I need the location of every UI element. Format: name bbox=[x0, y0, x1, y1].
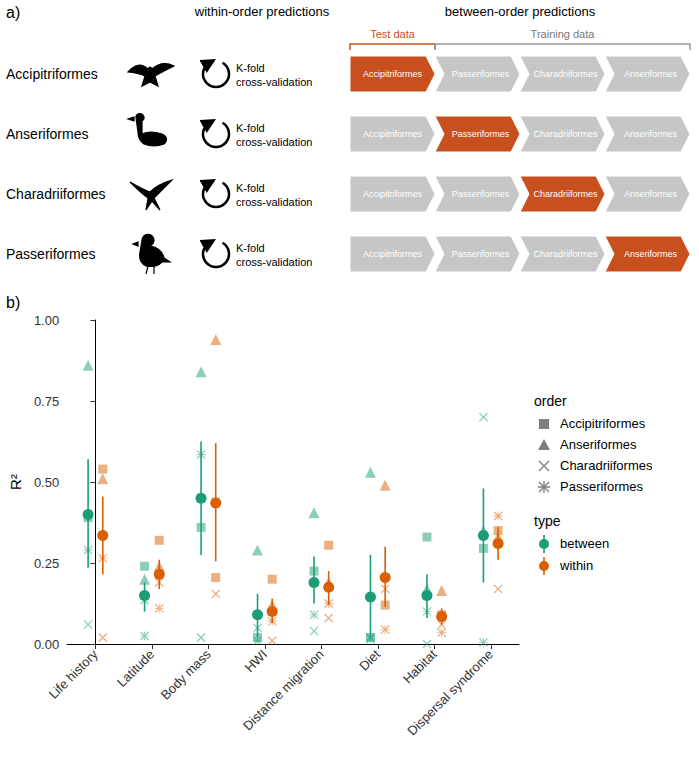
svg-text:Body mass: Body mass bbox=[158, 646, 214, 702]
svg-text:Anseriformes: Anseriformes bbox=[560, 437, 637, 452]
svg-text:Accipitriformes: Accipitriformes bbox=[560, 416, 646, 431]
svg-text:1.00: 1.00 bbox=[34, 313, 59, 328]
svg-text:within-order predictions: within-order predictions bbox=[194, 4, 330, 19]
svg-text:0.75: 0.75 bbox=[34, 394, 59, 409]
svg-text:Latitude: Latitude bbox=[114, 647, 157, 690]
svg-text:Accipitriformes: Accipitriformes bbox=[363, 189, 423, 199]
svg-text:between-order predictions: between-order predictions bbox=[445, 4, 596, 19]
svg-text:Accipitriformes: Accipitriformes bbox=[363, 129, 423, 139]
svg-text:R²: R² bbox=[7, 474, 24, 490]
svg-text:K-fold: K-fold bbox=[236, 182, 265, 194]
svg-text:Habitat: Habitat bbox=[400, 646, 440, 686]
svg-text:Training data: Training data bbox=[531, 28, 596, 40]
svg-text:Distance migration: Distance migration bbox=[240, 647, 327, 734]
svg-text:within: within bbox=[559, 558, 593, 573]
svg-text:K-fold: K-fold bbox=[236, 62, 265, 74]
svg-text:Diet: Diet bbox=[356, 646, 383, 673]
svg-text:HWI: HWI bbox=[242, 647, 270, 675]
svg-text:K-fold: K-fold bbox=[236, 122, 265, 134]
svg-text:Charadriiformes: Charadriiformes bbox=[533, 69, 598, 79]
svg-text:Dispersal syndrome: Dispersal syndrome bbox=[404, 647, 496, 739]
svg-text:Anseriformes: Anseriformes bbox=[624, 249, 678, 259]
svg-text:Charadriiformes: Charadriiformes bbox=[560, 458, 653, 473]
svg-text:Passeriformes: Passeriformes bbox=[452, 129, 510, 139]
svg-text:between: between bbox=[560, 536, 609, 551]
svg-text:cross-validation: cross-validation bbox=[236, 256, 312, 268]
svg-text:Life history: Life history bbox=[46, 646, 101, 701]
svg-text:0.50: 0.50 bbox=[34, 475, 59, 490]
svg-text:0.00: 0.00 bbox=[34, 637, 59, 652]
svg-text:cross-validation: cross-validation bbox=[236, 196, 312, 208]
svg-text:Charadriiformes: Charadriiformes bbox=[533, 189, 598, 199]
svg-text:Charadriiformes: Charadriiformes bbox=[6, 186, 106, 202]
svg-text:Accipitriformes: Accipitriformes bbox=[363, 69, 423, 79]
svg-text:cross-validation: cross-validation bbox=[236, 136, 312, 148]
svg-text:Anseriformes: Anseriformes bbox=[624, 69, 678, 79]
svg-text:Passeriformes: Passeriformes bbox=[452, 189, 510, 199]
svg-text:order: order bbox=[534, 393, 567, 409]
svg-text:Passeriformes: Passeriformes bbox=[452, 249, 510, 259]
svg-text:Passeriformes: Passeriformes bbox=[6, 246, 95, 262]
svg-text:type: type bbox=[534, 513, 561, 529]
svg-text:Charadriiformes: Charadriiformes bbox=[533, 129, 598, 139]
svg-text:a): a) bbox=[6, 4, 20, 21]
svg-text:K-fold: K-fold bbox=[236, 242, 265, 254]
svg-text:Charadriiformes: Charadriiformes bbox=[533, 249, 598, 259]
svg-text:Accipitriformes: Accipitriformes bbox=[6, 66, 98, 82]
html-text:b): b) bbox=[6, 294, 21, 311]
svg-text:Anseriformes: Anseriformes bbox=[624, 129, 678, 139]
svg-text:Passeriformes: Passeriformes bbox=[452, 69, 510, 79]
svg-text:Passeriformes: Passeriformes bbox=[560, 479, 644, 494]
svg-text:cross-validation: cross-validation bbox=[236, 76, 312, 88]
svg-text:0.25: 0.25 bbox=[34, 556, 59, 571]
svg-text:Test data: Test data bbox=[370, 28, 416, 40]
svg-text:Anseriformes: Anseriformes bbox=[624, 189, 678, 199]
svg-text:Anseriformes: Anseriformes bbox=[6, 126, 88, 142]
svg-text:Accipitriformes: Accipitriformes bbox=[363, 249, 423, 259]
